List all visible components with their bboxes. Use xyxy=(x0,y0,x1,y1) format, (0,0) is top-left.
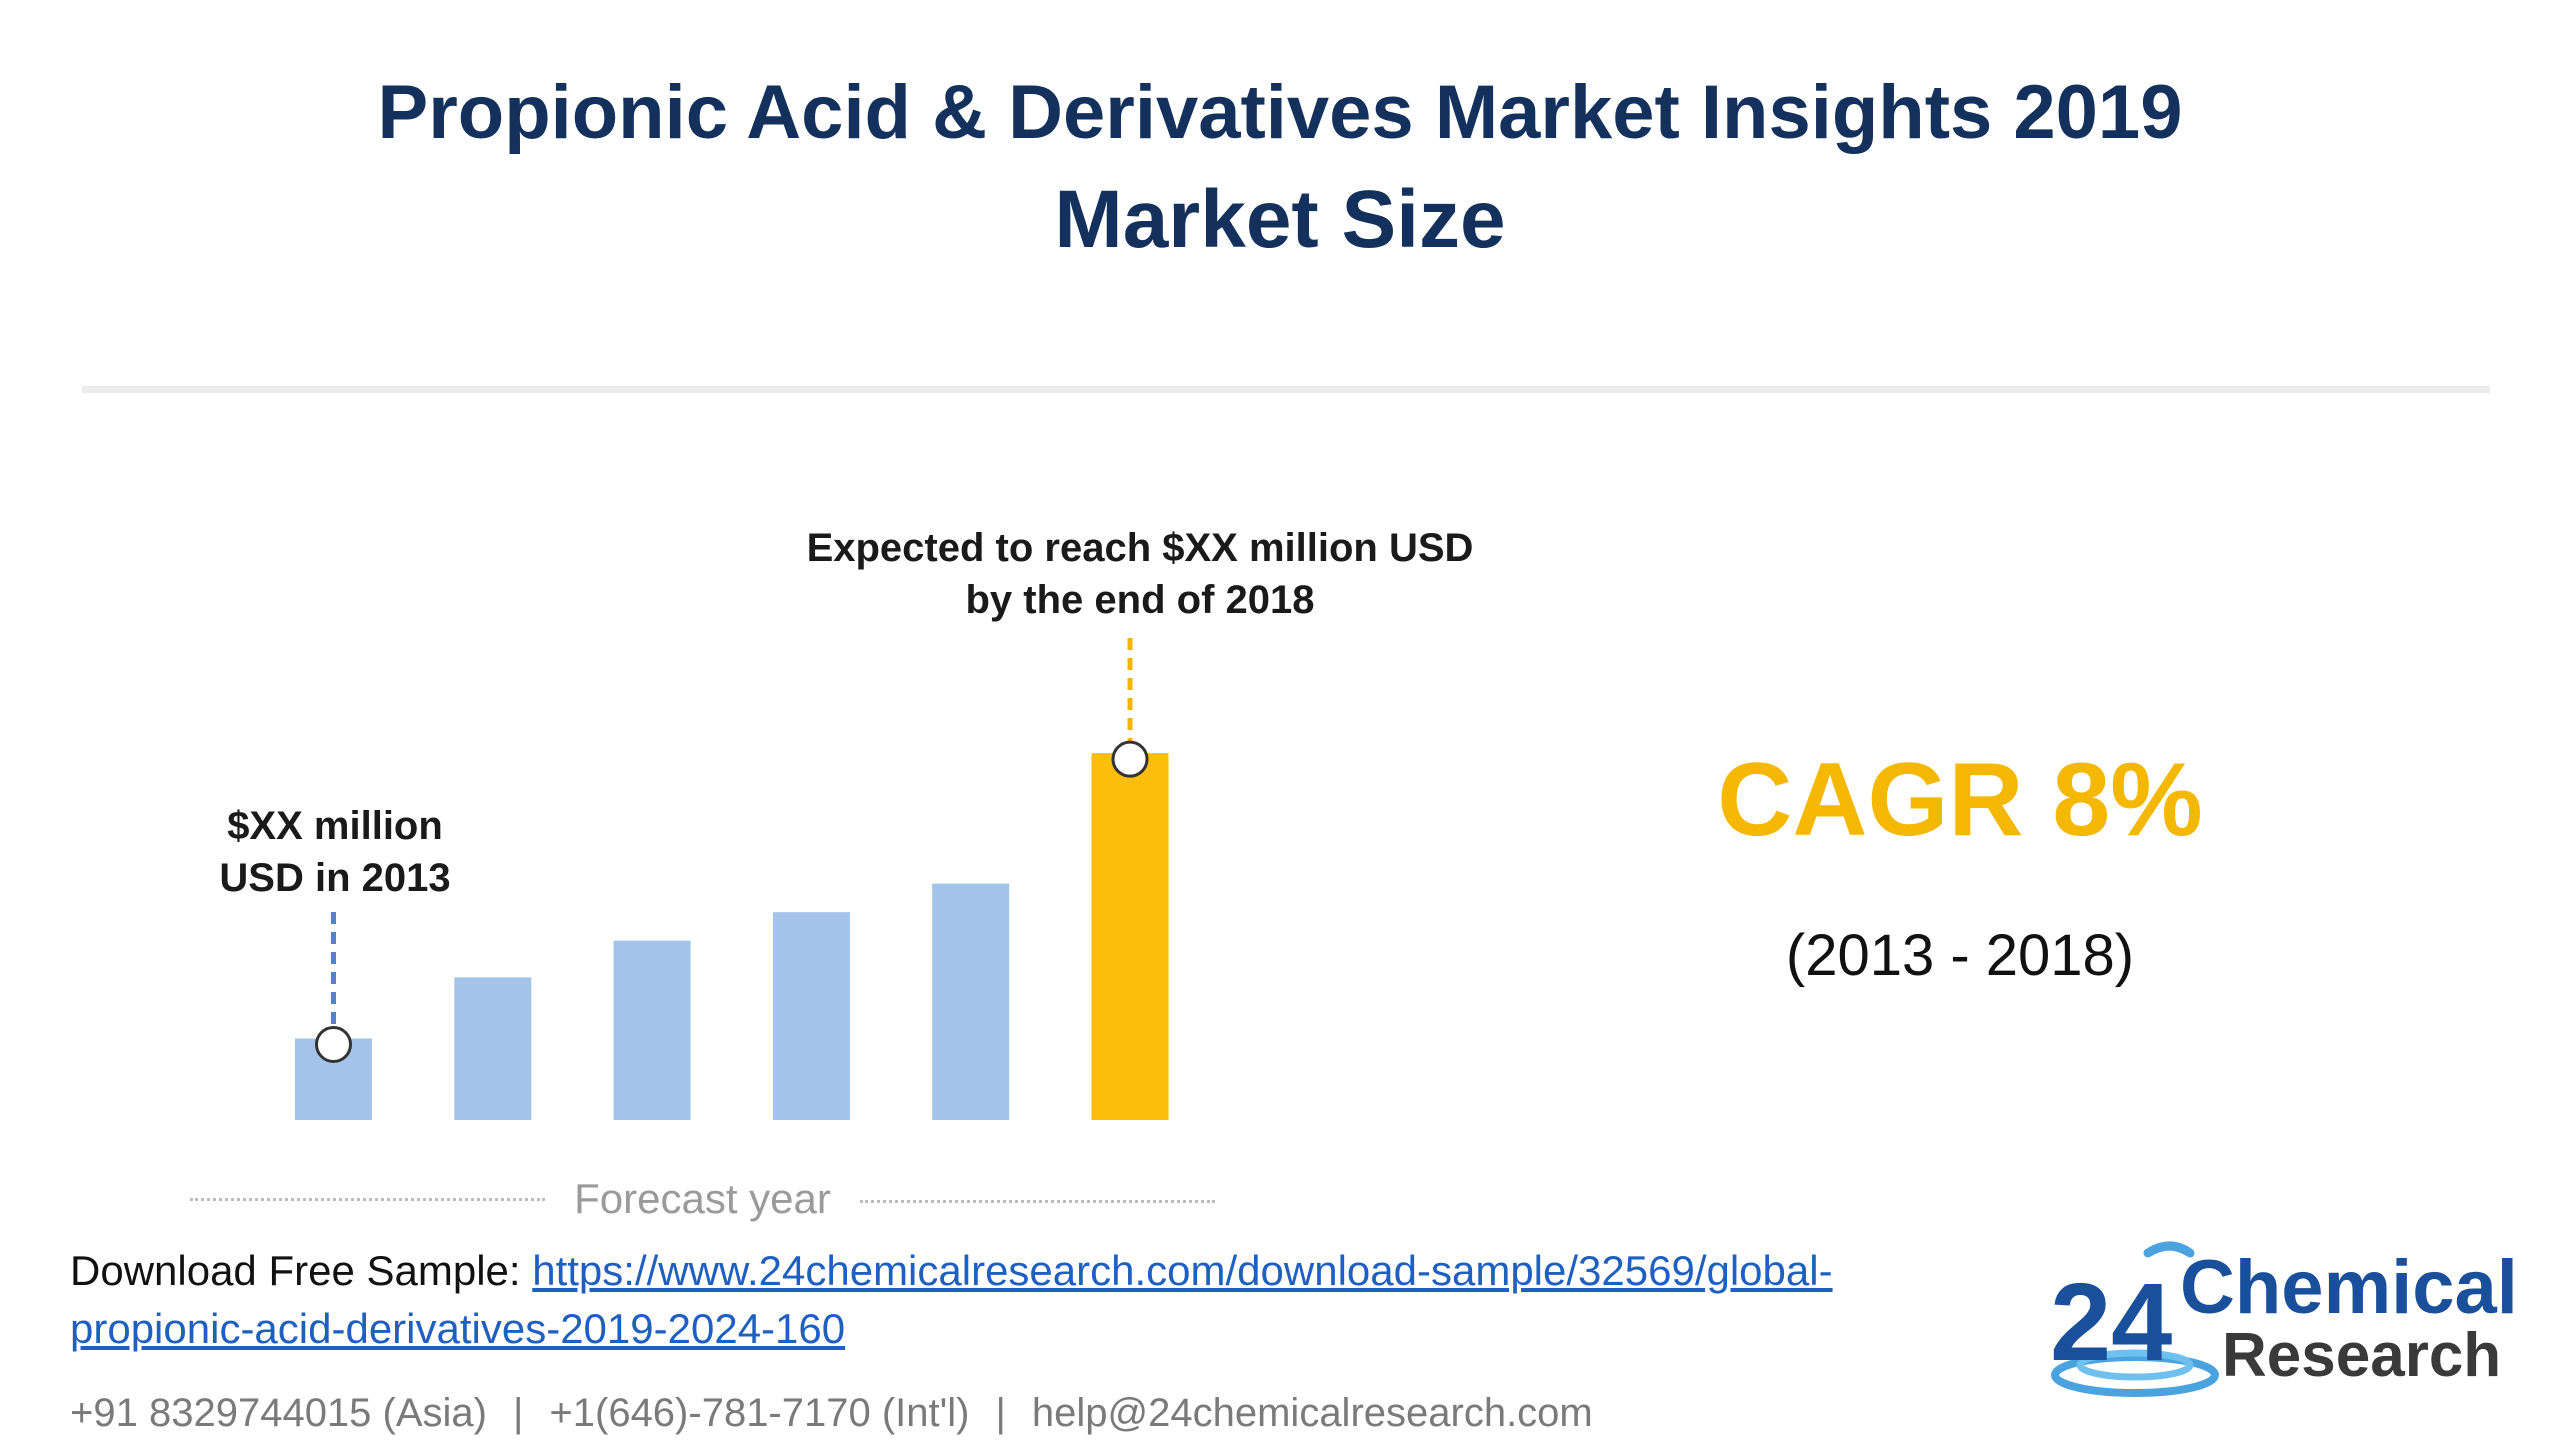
annotation-2018-marker xyxy=(1111,740,1149,778)
logo-ring-inner xyxy=(2076,1349,2194,1381)
logo-word-research: Research xyxy=(2222,1321,2502,1390)
bar-2014 xyxy=(454,977,532,1120)
annotation-2018-line1: Expected to reach $XX million USD xyxy=(806,526,1474,570)
annotation-2013-line2: USD in 2013 xyxy=(219,856,451,900)
email-address: help@24chemicalresearch.com xyxy=(1031,1391,1593,1435)
download-sample-text: Download Free Sample: https://www.24chem… xyxy=(70,1242,2000,1358)
bar-2017 xyxy=(932,883,1010,1120)
contact-separator: | xyxy=(995,1391,1006,1435)
logo-ring-outer xyxy=(2051,1353,2219,1397)
page-subtitle: Market Size xyxy=(1054,174,1506,265)
download-sample-link[interactable]: https://www.24chemicalresearch.com/downl… xyxy=(70,1247,1833,1352)
logo-word-chemical: Chemical xyxy=(2180,1245,2518,1330)
annotation-2018-line2: by the end of 2018 xyxy=(965,578,1315,622)
annotation-2013-line1: $XX million xyxy=(227,804,443,848)
contact-separator: | xyxy=(513,1391,524,1435)
bar-2016 xyxy=(772,912,850,1120)
axis-dotted-line-left xyxy=(190,1198,545,1201)
company-logo: 24 xyxy=(2050,1241,2219,1397)
annotation-2013: $XX million USD in 2013 xyxy=(150,800,520,904)
phone-asia: +91 8329744015 (Asia) xyxy=(70,1391,487,1435)
logo-number: 24 xyxy=(2050,1261,2172,1384)
cagr-period: (2013 - 2018) xyxy=(1785,923,2135,988)
contact-info: +91 8329744015 (Asia) | +1(646)-781-7170 (… xyxy=(70,1388,1593,1438)
x-axis-label: Forecast year xyxy=(574,1175,831,1222)
phone-intl: +1(646)-781-7170 (Int'l) xyxy=(549,1391,970,1435)
bar-2018 xyxy=(1091,753,1169,1120)
annotation-2018: Expected to reach $XX million USD by the… xyxy=(740,522,1540,626)
annotation-2013-marker xyxy=(315,1025,352,1063)
page-title: Propionic Acid & Derivatives Market Insi… xyxy=(377,70,2183,155)
logo-swoosh-icon xyxy=(2143,1241,2195,1258)
download-label: Download Free Sample: xyxy=(70,1247,533,1294)
axis-dotted-line-right xyxy=(860,1200,1215,1203)
cagr-value: CAGR 8% xyxy=(1717,742,2203,858)
market-size-bar-chart xyxy=(295,638,1169,1120)
header-divider xyxy=(82,386,2490,393)
bar-2015 xyxy=(613,940,691,1120)
